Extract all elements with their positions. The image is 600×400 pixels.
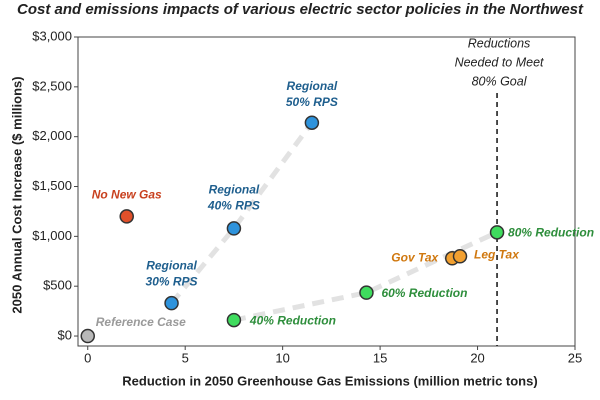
point [452,249,468,264]
point-label: Regional [146,258,197,272]
point-label: Regional [209,183,260,197]
x-tick-label: 0 [84,350,91,365]
y-tick-label: $3,000 [32,28,72,43]
y-tick-label: $2,500 [32,78,72,93]
point-label: Reference Case [96,315,186,329]
point [119,209,134,224]
y-tick-label: $0 [58,327,72,342]
plot-frame [77,36,576,347]
point [489,225,505,240]
y-axis-label: 2050 Annual Cost Increase ($ millions) [9,76,24,313]
x-tick-label: 25 [568,350,582,365]
y-tick-label: $500 [43,278,72,293]
point-label: Regional [287,79,338,93]
point [226,221,242,236]
point [304,115,320,130]
point-label: 50% RPS [286,95,338,109]
point-label: Leg Tax [474,247,520,261]
y-tick-label: $2,000 [32,128,72,143]
x-tick-label: 5 [182,350,189,365]
trend-line [233,230,499,323]
reference-label: Needed to Meet [455,55,544,69]
x-tick-label: 15 [373,350,387,365]
point [164,295,179,311]
x-axis-label: Reduction in 2050 Greenhouse Gas Emissio… [122,373,537,388]
y-tick-label: $1,500 [32,178,72,193]
y-tick-label: $1,000 [32,228,72,243]
trend-line [169,121,314,305]
point-label: 40% RPS [207,199,260,213]
point [359,285,374,300]
point [80,328,95,344]
point-label: 30% RPS [146,274,198,288]
x-tick-label: 10 [275,350,289,365]
x-tick-label: 20 [470,350,484,365]
point-label: Gov Tax [391,250,439,264]
chart-title: Cost and emissions impacts of various el… [17,1,584,18]
point-label: No New Gas [92,188,162,202]
reference-label: Reductions [468,36,531,50]
point [226,312,242,328]
point-label: 60% Reduction [381,286,467,300]
point-label: 40% Reduction [249,313,336,327]
point-label: 80% Reduction [508,226,594,240]
reference-label: 80% Goal [472,74,528,88]
